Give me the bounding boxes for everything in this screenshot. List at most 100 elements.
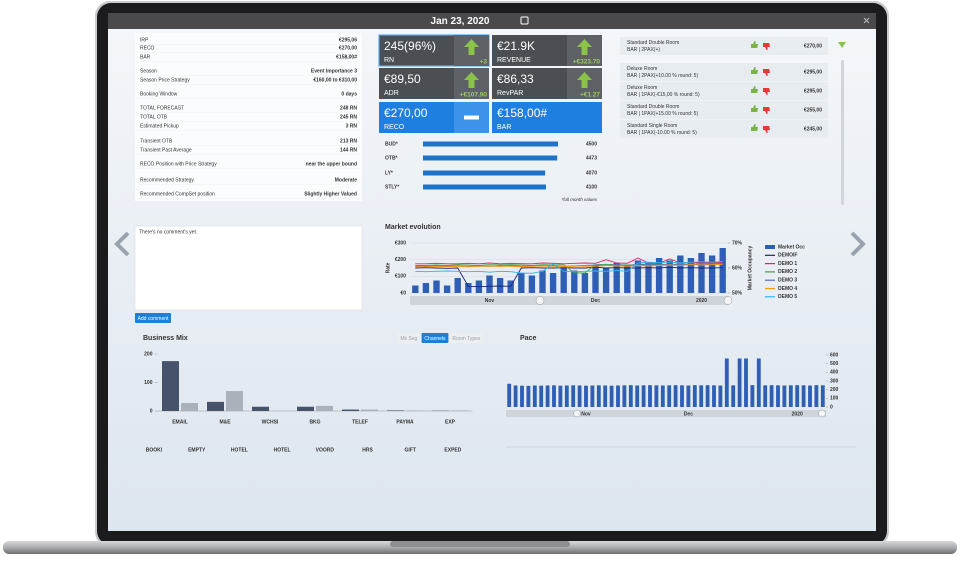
range-scrollbar[interactable] [410, 296, 728, 305]
range-handle[interactable] [723, 296, 733, 305]
range-handle[interactable] [573, 409, 581, 418]
category-label: HOTEL [274, 447, 291, 453]
add-comment-label[interactable]: Add comment [138, 316, 169, 322]
tab[interactable] [450, 333, 483, 343]
thumb-down[interactable] [763, 69, 770, 76]
tab[interactable] [421, 333, 449, 343]
room-rate: BAR | 1PAX(+15.00 % round: 5) [627, 111, 698, 117]
pace-bar [609, 385, 614, 407]
occupancy-bar [518, 273, 525, 293]
y-tick-label: €100 [395, 274, 406, 280]
x-tick-label: Nov [485, 298, 495, 304]
budget-value: 4100 [586, 184, 597, 190]
room-name: Deluxe Room [627, 66, 657, 72]
thumb-down[interactable] [763, 126, 770, 133]
budget-bar [423, 170, 546, 176]
info-panel [135, 33, 362, 201]
x-tick-label: Dec [591, 298, 600, 304]
occupancy-bar [454, 278, 461, 293]
pace-bar [820, 385, 825, 407]
budget-bar [423, 184, 546, 190]
kpi-tile[interactable] [492, 102, 602, 133]
room-row [620, 82, 828, 100]
thumb-up[interactable] [751, 124, 758, 131]
up-arrow [577, 72, 592, 88]
occupancy-bar [560, 268, 567, 293]
info-label: BAR [140, 54, 151, 60]
info-label: Recommended CompSet position [140, 191, 215, 197]
info-label: TOTAL FORECAST [140, 105, 184, 111]
thumb-down[interactable] [763, 43, 770, 50]
pace-bar [552, 385, 556, 407]
thumb-up[interactable] [751, 41, 758, 48]
next-arrow[interactable] [850, 231, 866, 257]
kpi-value: €158,00# [497, 106, 547, 120]
occupancy-bar [592, 265, 599, 293]
kpi-delta: +€107.90 [460, 92, 488, 99]
y-tick-label: 100 [144, 380, 153, 386]
comment-box[interactable] [134, 225, 363, 311]
pace-bar [795, 385, 800, 407]
occupancy-bar [624, 265, 631, 293]
kpi-label: REVENUE [497, 57, 531, 64]
prev-arrow[interactable] [114, 231, 130, 257]
rooms-icon[interactable] [838, 42, 846, 48]
up-arrow [577, 39, 592, 55]
occupancy-bar [655, 258, 663, 293]
range-scrollbar[interactable] [506, 410, 826, 417]
range-handle[interactable] [535, 296, 545, 305]
occupancy-bar [443, 285, 451, 293]
pace-bar [808, 385, 812, 407]
room-price: €245,00 [804, 126, 822, 132]
category-label: EMPTY [188, 447, 206, 453]
room-rate: BAR | 1PAX(-10.00 % round: 5) [627, 130, 697, 136]
pace-bar [718, 385, 723, 407]
tab-label: Room Types [452, 336, 480, 342]
business-mix-title: Business Mix [143, 335, 188, 342]
tab[interactable] [398, 333, 420, 343]
thumb-down[interactable] [763, 107, 770, 114]
info-label: Season Price Strategy [140, 77, 190, 83]
pace-bar [564, 385, 569, 407]
y-tick-label: €200 [395, 257, 406, 263]
mix-bar [387, 410, 404, 411]
market-title: Market evolution [385, 224, 441, 231]
x-tick-label: BKG [309, 419, 320, 425]
x-tick-label: EMAIL [172, 419, 188, 425]
thumb-down[interactable] [763, 88, 770, 95]
kpi-delta: +€1.27 [580, 92, 600, 99]
info-value: 0 days [341, 91, 357, 97]
room-row [620, 63, 828, 81]
range-handle[interactable] [818, 409, 826, 418]
pace-bar [641, 385, 646, 407]
mix-bar [342, 409, 359, 411]
thumb-up[interactable] [751, 86, 758, 93]
info-label: IRP [140, 37, 149, 43]
mix-bar [451, 410, 468, 411]
up-arrow [464, 72, 479, 88]
thumb-up[interactable] [751, 105, 758, 112]
kpi-label: ADR [384, 90, 399, 97]
occupancy-bar [465, 283, 472, 293]
add-comment-button[interactable] [135, 313, 171, 323]
laptop-base [3, 541, 957, 554]
x-tick-label: 2020 [696, 298, 707, 304]
close-icon[interactable] [863, 17, 870, 24]
info-value: €160,00 to €310,00 [313, 77, 357, 83]
pace-bar [788, 385, 793, 407]
legend-swatch [765, 245, 775, 249]
tab-label: Channels [424, 336, 446, 342]
calendar-icon[interactable] [520, 16, 529, 25]
mix-bar [252, 406, 269, 411]
pace-bar [648, 385, 652, 407]
x-tick-label: WCHSI [262, 419, 279, 425]
x-tick-label: TELEF [352, 419, 368, 425]
budget-bar [423, 155, 558, 161]
budget-label: BUD* [385, 141, 398, 147]
thumb-up[interactable] [751, 67, 758, 74]
x-tick-label: Dec [684, 411, 693, 417]
pace-bar [814, 385, 819, 407]
rooms-scrollbar[interactable] [841, 60, 844, 205]
y-axis-label: Rate [385, 262, 391, 273]
